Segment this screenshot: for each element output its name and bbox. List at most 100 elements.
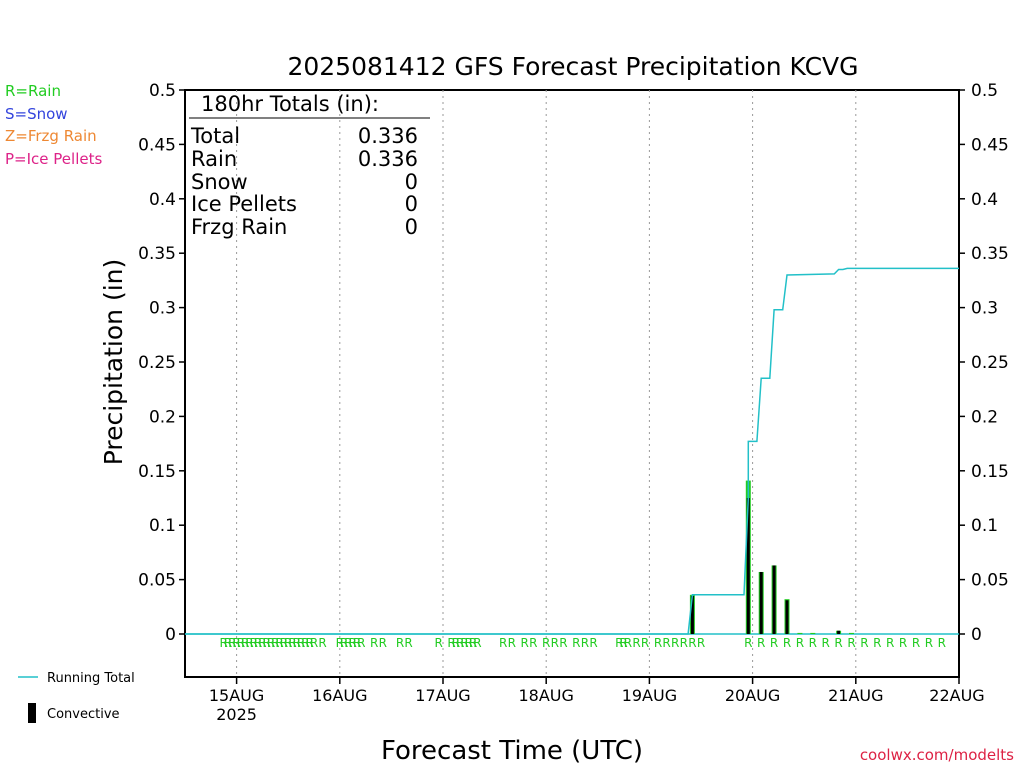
x-tick-label: 17AUG	[415, 686, 470, 705]
rain-type-marker: R	[938, 636, 946, 650]
y-tick-label-right: 0.1	[971, 516, 998, 536]
rain-type-marker: R	[834, 636, 842, 650]
convective-bar	[772, 565, 776, 634]
y-tick-label-right: 0.3	[971, 299, 998, 319]
convective-bar	[785, 600, 789, 634]
rain-bar	[797, 632, 803, 634]
credit-link[interactable]: coolwx.com/modelts	[860, 746, 1014, 764]
rain-type-marker: R	[529, 636, 537, 650]
y-tick-label-right: 0	[971, 625, 982, 645]
rain-type-marker: R	[232, 636, 240, 650]
y-tick-label-right: 0.4	[971, 190, 998, 210]
rain-type-marker: R	[370, 636, 378, 650]
rain-type-marker: R	[263, 636, 271, 650]
rain-type-marker: R	[688, 636, 696, 650]
rain-type-marker: R	[357, 636, 365, 650]
rain-type-marker: R	[254, 636, 262, 650]
y-tick-label-left: 0.5	[149, 81, 176, 101]
y-tick-label-right: 0.35	[971, 244, 1009, 264]
totals-value-ice-pellets: 0	[405, 192, 418, 216]
rain-type-marker: R	[589, 636, 597, 650]
totals-value-frzg-rain: 0	[405, 215, 418, 239]
rain-type-marker: R	[293, 636, 301, 650]
totals-value-rain: 0.336	[358, 147, 418, 171]
rain-type-marker: R	[297, 636, 305, 650]
rain-bar	[849, 632, 854, 634]
rain-type-marker: R	[396, 636, 404, 650]
totals-label-frzg-rain: Frzg Rain	[191, 215, 287, 239]
rain-type-marker: R	[551, 636, 559, 650]
x-axis-title: Forecast Time (UTC)	[381, 736, 643, 766]
rain-type-marker: R	[473, 636, 481, 650]
rain-type-marker: R	[318, 636, 326, 650]
rain-type-marker: R	[245, 636, 253, 650]
rain-type-marker: R	[306, 636, 314, 650]
x-tick-label: 15AUG	[209, 686, 264, 705]
y-tick-label-right: 0.5	[971, 81, 998, 101]
convective-bars	[690, 498, 841, 634]
x-tick-label: 19AUG	[622, 686, 677, 705]
rain-type-marker: R	[624, 636, 632, 650]
rain-type-marker: R	[447, 636, 455, 650]
rain-type-marker: R	[809, 636, 817, 650]
y-axis-right: 0 0.05 0.1 0.15 0.2 0.25 0.3 0.35 0.4 0.45 0.5	[959, 81, 1009, 645]
rain-type-marker: R	[220, 636, 228, 650]
precip-type-legend: R=Rain S=Snow Z=Frzg Rain P=Ice Pellets	[5, 82, 102, 168]
y-tick-label-right: 0.25	[971, 353, 1009, 373]
rain-type-marker: R	[581, 636, 589, 650]
rain-type-marker: R	[288, 636, 296, 650]
rain-type-marker: R	[228, 636, 236, 650]
x-tick-label: 16AUG	[312, 686, 367, 705]
rain-type-marker: R	[632, 636, 640, 650]
rain-type-marker: R	[271, 636, 279, 650]
convective-bar	[759, 571, 763, 634]
rain-type-marker: R	[619, 636, 627, 650]
y-tick-label-right: 0.15	[971, 462, 1009, 482]
y-tick-label-left: 0.35	[138, 244, 176, 264]
y-tick-label-left: 0.3	[149, 299, 176, 319]
rain-type-marker: R	[499, 636, 507, 650]
rain-type-marker: R	[615, 636, 623, 650]
convective-legend-label: Convective	[47, 707, 120, 722]
rain-type-marker: R	[899, 636, 907, 650]
bottom-legend: Running Total Convective	[18, 671, 135, 723]
rain-type-marker: R	[379, 636, 387, 650]
rain-type-marker: R	[912, 636, 920, 650]
x-tick-label: 21AUG	[828, 686, 883, 705]
running-total-line	[185, 267, 959, 635]
rain-type-marker: R	[521, 636, 529, 650]
rain-type-marker: R	[671, 636, 679, 650]
y-axis-title: Precipitation (in)	[99, 259, 128, 466]
rain-type-marker: R	[697, 636, 705, 650]
rain-type-marker: R	[435, 636, 443, 650]
totals-label-snow: Snow	[191, 170, 248, 194]
rain-type-marker: R	[641, 636, 649, 650]
rain-type-marker: R	[258, 636, 266, 650]
y-tick-label-left: 0.25	[138, 353, 176, 373]
rain-type-marker: R	[873, 636, 881, 650]
y-tick-label-left: 0.45	[138, 135, 176, 155]
totals-header: 180hr Totals (in):	[201, 92, 379, 116]
rain-type-marker: R	[250, 636, 258, 650]
x-tick-label: 18AUG	[518, 686, 573, 705]
rain-type-marker: R	[267, 636, 275, 650]
rain-type-marker: R	[344, 636, 352, 650]
rain-type-marker: R	[465, 636, 473, 650]
y-tick-label-right: 0.05	[971, 571, 1009, 591]
rain-type-marker: R	[284, 636, 292, 650]
rain-type-marker: R	[886, 636, 894, 650]
y-axis-left: 0 0.05 0.1 0.15 0.2 0.25 0.3 0.35 0.4 0.45 0.5	[138, 81, 185, 645]
totals-label-total: Total	[190, 124, 240, 148]
y-tick-label-left: 0.4	[149, 190, 176, 210]
convective-legend-swatch	[28, 703, 36, 723]
rain-type-marker: R	[404, 636, 412, 650]
convective-bar	[746, 498, 750, 634]
rain-type-marker: R	[757, 636, 765, 650]
rain-type-marker: R	[456, 636, 464, 650]
rain-type-marker: R	[237, 636, 245, 650]
rain-type-marker: R	[469, 636, 477, 650]
rain-type-marker: R	[680, 636, 688, 650]
totals-value-total: 0.336	[358, 124, 418, 148]
x-tick-label: 22AUG	[929, 686, 984, 705]
y-tick-label-left: 0.1	[149, 516, 176, 536]
